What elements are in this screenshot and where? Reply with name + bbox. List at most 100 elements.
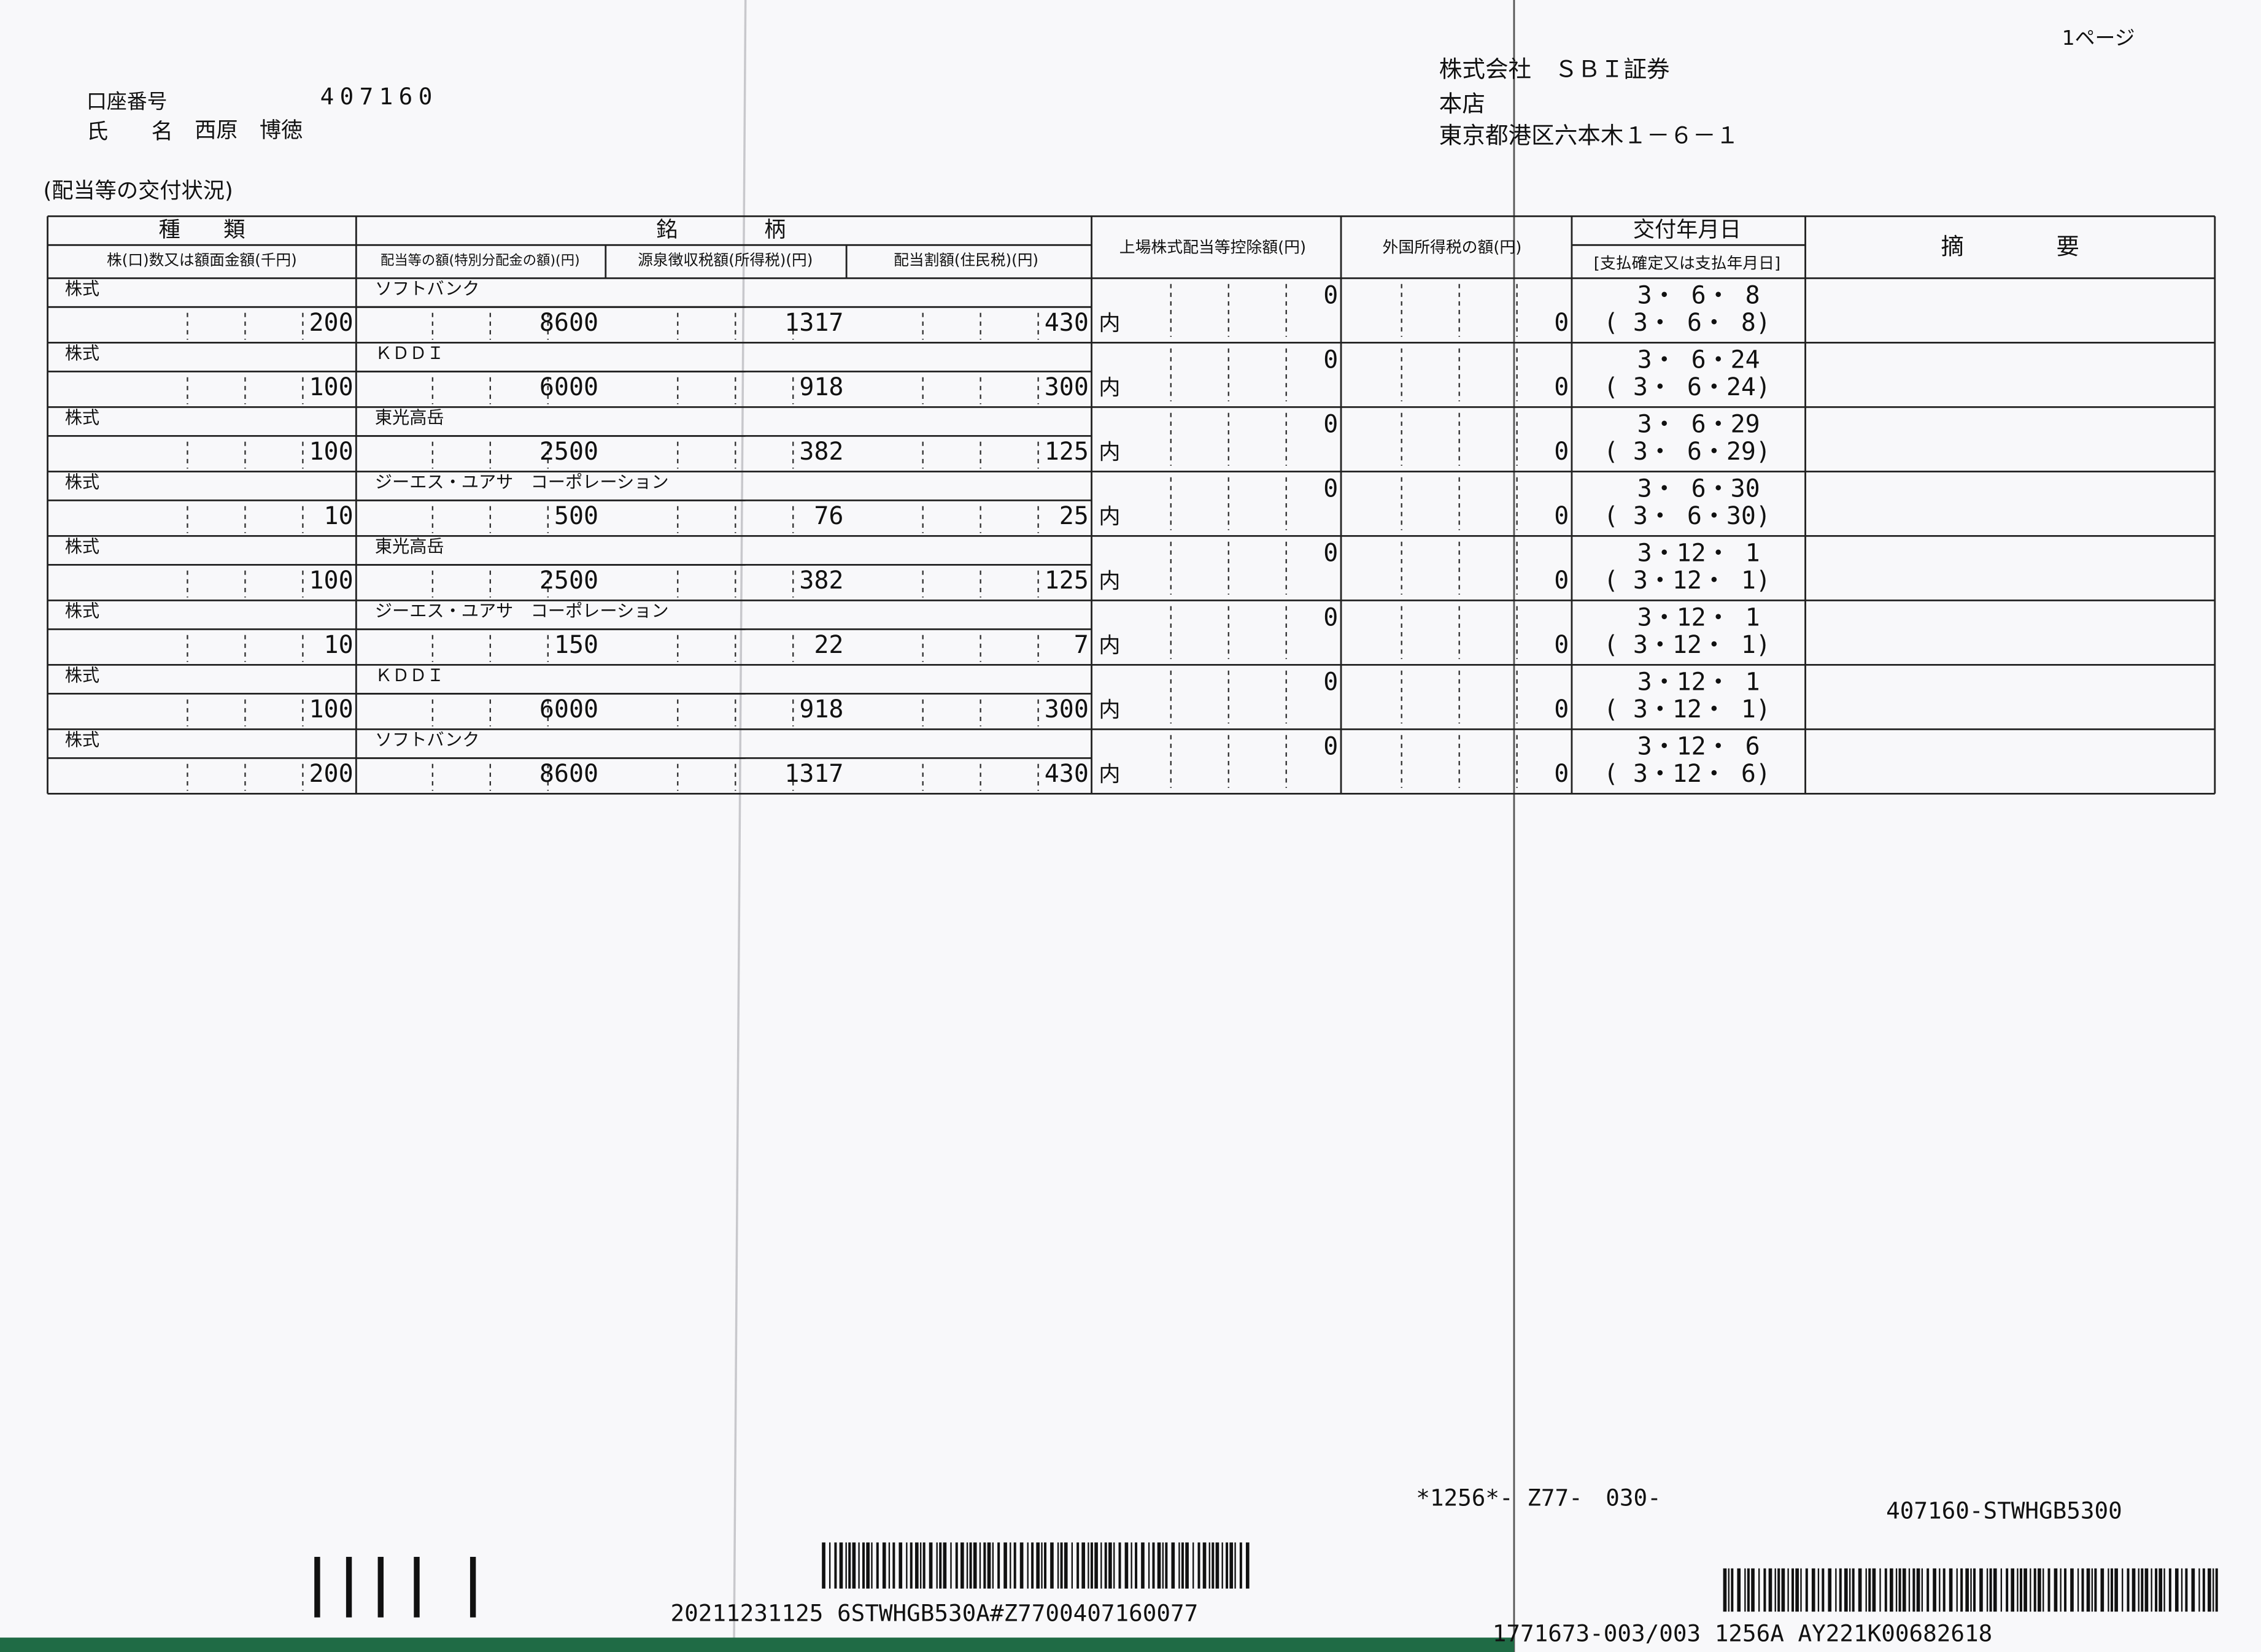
barcode-bar: [1229, 1542, 1234, 1589]
row-shares: 10: [324, 502, 354, 530]
barcode-bar: [987, 1542, 991, 1589]
footer-code: *1256*- Z77- 030-: [1416, 1484, 1661, 1511]
row-issue: 東光高岳: [375, 407, 444, 428]
barcode-bar: [1879, 1568, 1881, 1612]
barcode-bar: [2006, 1568, 2009, 1612]
barcode-bar: [1208, 1542, 1210, 1589]
barcode-bar: [829, 1542, 831, 1589]
barcode-bar: [1986, 1568, 1989, 1612]
barcode-bar: [1019, 1542, 1024, 1589]
barcode-bar: [1088, 1542, 1089, 1589]
barcode-bar: [1212, 1542, 1215, 1589]
holder-label: 氏 名: [87, 119, 173, 144]
barcode-bar: [1031, 1542, 1034, 1589]
barcode-bar: [848, 1542, 851, 1589]
barcode-bar: [943, 1542, 947, 1589]
barcode-bar: [960, 1542, 964, 1589]
barcode-bar: [1071, 1542, 1073, 1589]
row-mark: 内: [1099, 698, 1120, 723]
barcode-bar: [1165, 1542, 1168, 1589]
background-strip: [0, 1637, 1514, 1652]
barcode-bar: [888, 1542, 891, 1589]
barcode-bar: [1162, 1542, 1164, 1589]
company-address: 東京都港区六本木１－６－１: [1439, 122, 1739, 149]
section-title: (配当等の交付状況): [43, 178, 233, 203]
account-label: 口座番号: [87, 89, 168, 113]
barcode-bar: [2174, 1568, 2179, 1612]
barcode-bar: [1171, 1542, 1175, 1589]
barcode-bar: [1898, 1568, 1901, 1612]
barcode-bar: [1221, 1542, 1223, 1589]
row-deduction: 0: [1323, 732, 1338, 760]
barcode-bar: [1027, 1542, 1029, 1589]
barcode-bar: [1993, 1568, 1997, 1612]
barcode-bar: [1835, 1568, 1837, 1612]
barcode-bar: [2163, 1568, 2165, 1612]
row-shares: 100: [309, 566, 354, 595]
row-date: 3・ 6・24: [1637, 345, 1760, 374]
barcode-bar: [1768, 1568, 1772, 1612]
barcode-bar: [1013, 1542, 1016, 1589]
barcode-bar: [914, 1542, 919, 1589]
barcode-bar: [1215, 1542, 1219, 1589]
row-issue: ＫＤＤＩ: [375, 343, 444, 363]
row-date: 3・ 6・30: [1637, 474, 1760, 503]
row-withholding: 22: [814, 631, 843, 659]
barcode-bar: [1763, 1568, 1766, 1612]
barcode-bar: [845, 1542, 847, 1589]
row-foreign-tax: 0: [1554, 373, 1569, 401]
barcode-bar: [1737, 1568, 1741, 1612]
fold-line: [733, 0, 747, 1652]
row-deduction: 0: [1323, 539, 1338, 567]
barcode-bar: [892, 1542, 895, 1589]
barcode-bar: [1113, 1542, 1115, 1589]
row-issue: ジーエス・ユアサ コーポレーション: [375, 472, 669, 492]
row-deduction: 0: [1323, 603, 1338, 631]
row-withholding: 918: [799, 695, 843, 724]
row-pay-date: ( 3・ 6・ 8): [1604, 309, 1771, 337]
barcode-bar: [1197, 1542, 1200, 1589]
barcode-bar: [1152, 1542, 1155, 1589]
barcode-bar: [1828, 1568, 1832, 1612]
barcode-bar: [1202, 1542, 1207, 1589]
row-foreign-tax: 0: [1554, 760, 1569, 788]
row-mark: 内: [1099, 633, 1120, 658]
barcode-bar: [1858, 1568, 1862, 1612]
barcode-bar: [1124, 1542, 1129, 1589]
row-amount: 150: [554, 631, 598, 659]
barcode-bar: [1130, 1542, 1132, 1589]
row-date: 3・12・ 1: [1637, 668, 1760, 696]
registration-bar: [470, 1556, 476, 1618]
barcode-bar: [1239, 1542, 1242, 1589]
barcode-bar: [2100, 1568, 2104, 1612]
header-shares: 株(口)数又は額面金額(千円): [107, 251, 297, 269]
barcode-bar: [2132, 1568, 2136, 1612]
header-amount: 配当等の額(特別分配金の額)(円): [381, 253, 580, 269]
row-local-tax: 300: [1045, 695, 1089, 724]
row-issue: ＫＤＤＩ: [375, 665, 444, 685]
barcode-bar: [969, 1542, 972, 1589]
barcode-bar: [2030, 1568, 2031, 1612]
barcode-bar: [1979, 1568, 1983, 1612]
barcode-bar: [2017, 1568, 2019, 1612]
barcode-bar: [2168, 1568, 2171, 1612]
row-pay-date: ( 3・ 6・29): [1604, 438, 1771, 466]
row-deduction: 0: [1323, 281, 1338, 309]
barcode-bar: [2144, 1568, 2149, 1612]
row-shares: 100: [309, 438, 354, 466]
barcode-bar: [1157, 1542, 1161, 1589]
barcode-bar: [1916, 1568, 1920, 1612]
barcode-bar: [1949, 1568, 1953, 1612]
row-deduction: 0: [1323, 668, 1338, 696]
barcode-bar: [1747, 1568, 1750, 1612]
row-withholding: 1317: [784, 309, 843, 337]
barcode-bar: [1844, 1568, 1848, 1612]
row-mark: 内: [1099, 762, 1120, 787]
row-shares: 100: [309, 695, 354, 724]
row-shares: 200: [309, 760, 354, 788]
barcode-bar: [871, 1542, 873, 1589]
barcode-bar: [2191, 1568, 2195, 1612]
barcode-bar: [1912, 1568, 1915, 1612]
company-name: 株式会社 ＳＢＩ証券: [1439, 56, 1670, 83]
